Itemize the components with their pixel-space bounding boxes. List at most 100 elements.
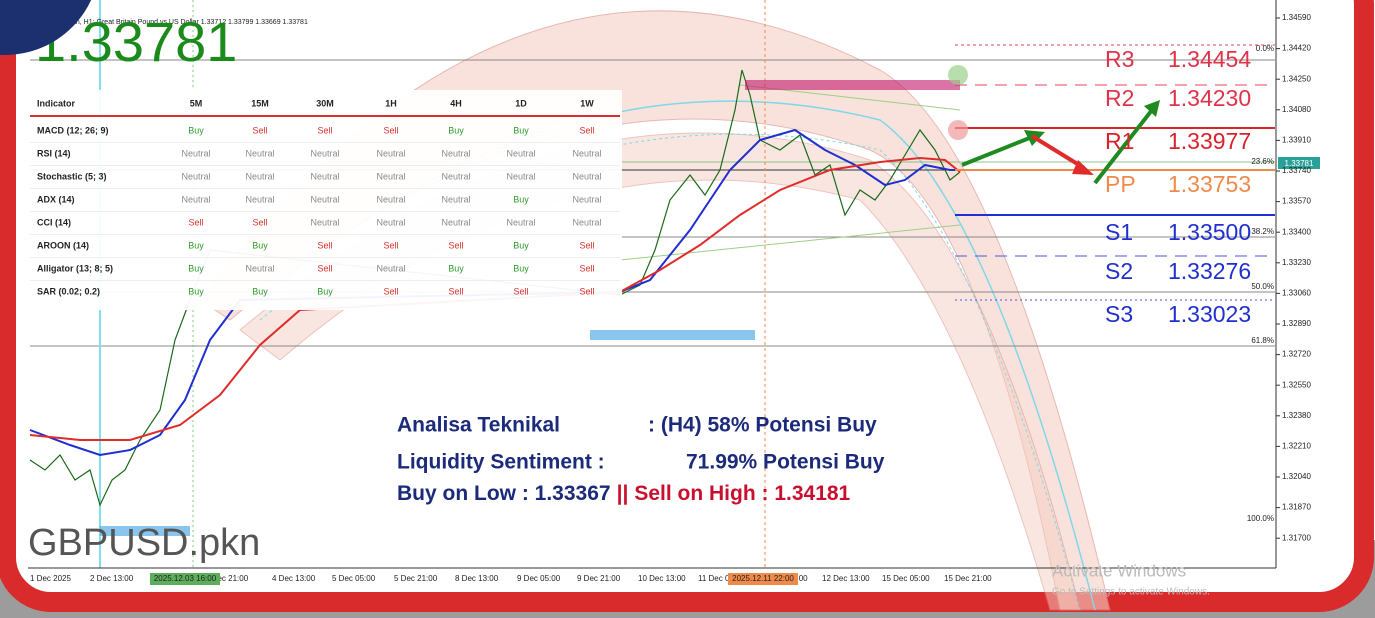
price-axis-label: 1.33910 bbox=[1282, 136, 1311, 145]
arrow-head bbox=[1072, 160, 1094, 175]
pivot-value: 1.33500 bbox=[1168, 219, 1251, 245]
signal-cell: Neutral bbox=[181, 171, 210, 181]
signal-cell: Buy bbox=[513, 263, 529, 273]
signal-cell: Neutral bbox=[181, 194, 210, 204]
signal-cell: Neutral bbox=[376, 263, 405, 273]
time-highlight-label: 2025.12.11 22:00 bbox=[732, 574, 794, 583]
pivot-name: S3 bbox=[1105, 301, 1133, 327]
price-axis-label: 1.32720 bbox=[1282, 350, 1311, 359]
separator: || bbox=[617, 482, 629, 505]
band-center bbox=[259, 133, 1081, 611]
pivot-value: 1.34230 bbox=[1168, 85, 1251, 111]
signal-cell: Neutral bbox=[245, 148, 274, 158]
signal-cell: Neutral bbox=[441, 217, 470, 227]
sell-zone bbox=[745, 80, 960, 90]
signal-cell: Neutral bbox=[310, 171, 339, 181]
arrow bbox=[1030, 134, 1086, 170]
price-axis-label: 1.33570 bbox=[1282, 197, 1311, 206]
indicator-name: ADX (14) bbox=[37, 194, 75, 204]
price-axis-label: 1.34590 bbox=[1282, 13, 1311, 22]
signal-cell: Buy bbox=[513, 194, 529, 204]
pivot-value: 1.33276 bbox=[1168, 258, 1251, 284]
table-body: Indicator 5M 15M 30M 1H 4H 1D 1W MACD (12; 26; 9… bbox=[30, 98, 620, 296]
arrow bbox=[1093, 108, 1154, 185]
sell-level: Sell on High : 1.34181 bbox=[634, 482, 850, 505]
time-axis-label: 5 Dec 21:00 bbox=[394, 574, 438, 583]
time-axis-label: 12 Dec 13:00 bbox=[822, 574, 870, 583]
buy-level: Buy on Low : 1.33367 bbox=[397, 482, 611, 505]
signal-cell: Buy bbox=[188, 240, 204, 250]
price-axis-label: 1.33230 bbox=[1282, 258, 1311, 267]
corner-badge bbox=[0, 0, 92, 55]
time-axis-label: 3 Dec 21:00 bbox=[205, 574, 249, 583]
signal-cell: Sell bbox=[579, 286, 594, 296]
signal-cell: Neutral bbox=[572, 148, 601, 158]
signal-cell: Sell bbox=[317, 125, 332, 135]
price-axis-label: 1.34420 bbox=[1282, 44, 1311, 53]
analysis-label: Buy on Low : 1.33367 || Sell on High : 1.3… bbox=[397, 482, 851, 505]
signal-cell: Neutral bbox=[572, 217, 601, 227]
indicator-name: Alligator (13; 8; 5) bbox=[37, 263, 113, 273]
indicator-name: MACD (12; 26; 9) bbox=[37, 125, 109, 135]
signal-cell: Sell bbox=[317, 263, 332, 273]
time-highlight bbox=[150, 573, 220, 585]
signal-cell: Sell bbox=[383, 125, 398, 135]
time-axis-label: 15 Dec 05:00 bbox=[882, 574, 930, 583]
signal-dot bbox=[948, 120, 968, 140]
pivot-name: S1 bbox=[1105, 219, 1133, 245]
price-axis-label: 1.33740 bbox=[1282, 166, 1311, 175]
moving-average bbox=[29, 156, 961, 441]
signal-cell: Sell bbox=[383, 240, 398, 250]
forecast-arrows bbox=[961, 100, 1160, 185]
table-header: Indicator bbox=[37, 98, 76, 108]
price-axis-label: 1.34250 bbox=[1282, 74, 1311, 83]
pivot-value: 1.33977 bbox=[1168, 128, 1251, 154]
time-highlight-label: 2025.12.03 16:00 bbox=[154, 574, 217, 583]
price-axis-label: 1.34080 bbox=[1282, 105, 1311, 114]
indicator-name: CCI (14) bbox=[37, 217, 71, 227]
signal-cell: Buy bbox=[252, 286, 268, 296]
current-price-tag bbox=[1278, 157, 1320, 169]
buy-zone bbox=[100, 526, 190, 536]
time-axis-label: 15 Dec 21:00 bbox=[944, 574, 992, 583]
table-header: 5M bbox=[190, 98, 203, 108]
signal-cell: Neutral bbox=[572, 194, 601, 204]
signal-cell: Buy bbox=[513, 240, 529, 250]
price-axis-label: 1.32210 bbox=[1282, 442, 1311, 451]
signal-cell: Sell bbox=[252, 125, 267, 135]
table-header: 4H bbox=[450, 98, 462, 108]
time-axis-label: 10 Dec 13:00 bbox=[638, 574, 686, 583]
time-axis-label: 4 Dec 13:00 bbox=[272, 574, 316, 583]
signal-cell: Sell bbox=[579, 263, 594, 273]
fib-label: 0.0% bbox=[1256, 44, 1274, 53]
pivot-name: R2 bbox=[1105, 85, 1134, 111]
signal-cell: Sell bbox=[383, 286, 398, 296]
fib-label: 50.0% bbox=[1251, 282, 1274, 291]
moving-average bbox=[29, 128, 960, 457]
indicator-name: Stochastic (5; 3) bbox=[37, 171, 107, 181]
analysis-value: 71.99% Potensi Buy bbox=[686, 451, 885, 474]
indicator-name: AROON (14) bbox=[37, 240, 89, 250]
signal-cell: Neutral bbox=[572, 171, 601, 181]
price-line bbox=[29, 69, 961, 507]
signal-dot bbox=[948, 65, 968, 85]
time-axis-label: 2 Dec 13:00 bbox=[90, 574, 134, 583]
signal-cell: Sell bbox=[252, 217, 267, 227]
signal-cell: Sell bbox=[579, 125, 594, 135]
arrow bbox=[961, 135, 1033, 167]
signal-cell: Neutral bbox=[310, 217, 339, 227]
table-header: 1H bbox=[385, 98, 397, 108]
price-axis-label: 1.31870 bbox=[1282, 503, 1311, 512]
price-axis-label: 1.32890 bbox=[1282, 319, 1311, 328]
signal-cell: Neutral bbox=[310, 148, 339, 158]
signal-cell: Buy bbox=[513, 125, 529, 135]
time-axis-label: 1 Dec 2025 bbox=[30, 574, 71, 583]
signal-cell: Sell bbox=[513, 286, 528, 296]
signal-cell: Neutral bbox=[245, 194, 274, 204]
signal-cell: Neutral bbox=[376, 171, 405, 181]
pivot-value: 1.34454 bbox=[1168, 46, 1251, 72]
fib-label: 38.2% bbox=[1251, 227, 1274, 236]
signal-cell: Buy bbox=[448, 263, 464, 273]
